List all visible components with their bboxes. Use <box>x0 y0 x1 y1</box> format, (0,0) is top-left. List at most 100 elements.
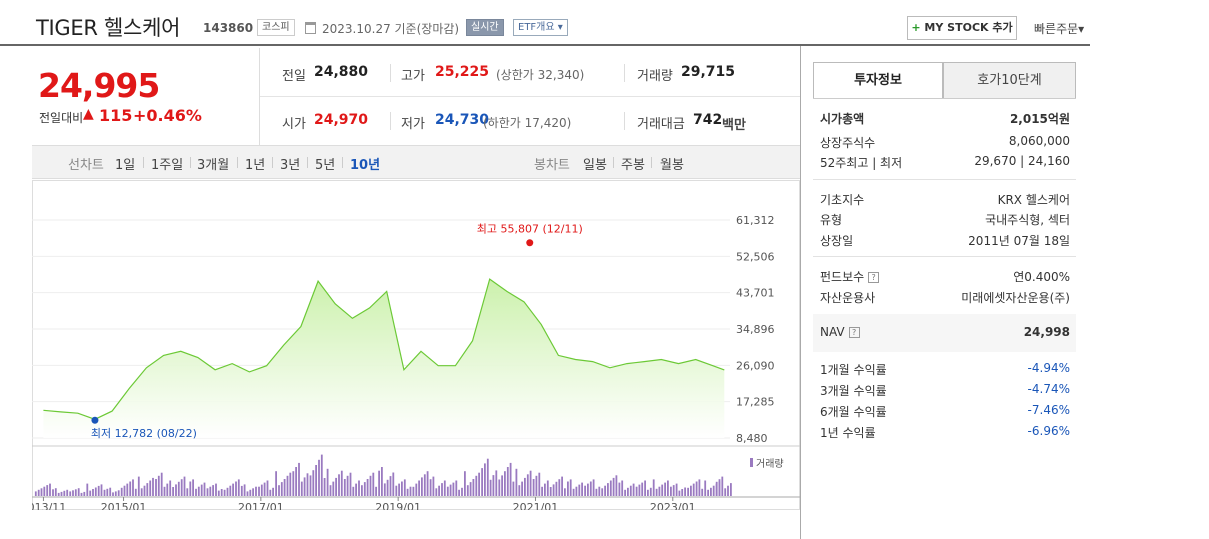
period-5years[interactable]: 5년 <box>315 158 336 173</box>
divider <box>624 112 625 130</box>
tab-order-book[interactable]: 호가10단계 <box>943 62 1076 99</box>
volume-bar <box>132 479 134 496</box>
volume-bar <box>641 482 644 496</box>
return-1y-label: 1년 수익률 <box>820 426 876 440</box>
volume-bar <box>661 484 664 496</box>
volume-bar <box>658 486 661 496</box>
volume-bar <box>690 485 692 496</box>
volume-bar <box>452 482 455 496</box>
volume-bar <box>235 481 237 496</box>
help-icon[interactable]: ? <box>848 327 860 338</box>
volume-bar <box>369 475 372 496</box>
volume-bar <box>707 489 709 496</box>
period-1day[interactable]: 1일 <box>115 158 136 173</box>
volume-bar <box>710 487 712 496</box>
etf-summary-dropdown[interactable]: ETF개요 ▾ <box>513 19 568 36</box>
volume-bar <box>255 486 257 496</box>
nav-value: 24,998 <box>1023 325 1070 339</box>
volume-bar <box>621 480 624 496</box>
volume-bar <box>180 479 183 496</box>
x-tick-label: 2023/01 <box>650 501 696 510</box>
volume-bar <box>687 487 689 496</box>
volume-bar <box>157 475 160 496</box>
volume-bar <box>567 481 569 496</box>
volume-bar <box>189 481 192 496</box>
x-tick-label: 2017/01 <box>238 501 284 510</box>
volume-bar <box>629 485 632 496</box>
return-1y-value: -6.96% <box>1027 424 1070 438</box>
volume-bar <box>718 479 721 496</box>
candle-monthly[interactable]: 월봉 <box>660 158 684 173</box>
volume-bar <box>152 477 154 496</box>
line-chart-label: 선차트 <box>68 158 104 173</box>
volume-bar <box>712 485 715 496</box>
tab-investment-info[interactable]: 투자정보 <box>813 62 943 99</box>
volume-bar <box>730 483 732 496</box>
volume-bar <box>49 483 51 496</box>
asset-manager-label: 자산운용사 <box>820 291 876 305</box>
shares-label: 상장주식수 <box>820 136 876 150</box>
volume-bar <box>378 470 380 496</box>
divider <box>190 157 191 168</box>
volume-bar <box>632 483 635 496</box>
volume-bar <box>106 488 109 496</box>
period-1week[interactable]: 1주일 <box>151 158 184 173</box>
calendar-icon <box>305 22 316 34</box>
add-my-stock-button[interactable]: + MY STOCK 추가 <box>907 16 1017 40</box>
volume-bar <box>498 479 501 496</box>
volume-bar <box>129 481 132 496</box>
shares-value: 8,060,000 <box>1008 134 1070 148</box>
nav-row <box>813 314 1076 352</box>
x-tick-label: 2015/01 <box>101 501 147 510</box>
volume-bar <box>486 458 489 496</box>
volume-bar <box>449 484 452 496</box>
volume-bar <box>443 480 446 496</box>
volume-bar <box>481 468 483 496</box>
volume-bar <box>406 488 409 496</box>
period-10years[interactable]: 10년 <box>350 158 381 173</box>
volume-bar <box>60 491 63 496</box>
period-1year[interactable]: 1년 <box>245 158 266 173</box>
price-area <box>43 279 725 438</box>
period-3years[interactable]: 3년 <box>280 158 301 173</box>
volume-bar <box>415 483 418 496</box>
volume-bar <box>418 480 420 496</box>
divider <box>342 157 343 168</box>
volume-bar <box>469 482 472 496</box>
volume-bar <box>175 484 177 496</box>
volume-bar <box>340 470 343 496</box>
divider <box>651 157 652 168</box>
volume-bar <box>695 481 698 496</box>
volume-bar <box>69 491 72 496</box>
volume-legend: 거래량 <box>756 458 784 470</box>
volume-bar <box>140 488 143 496</box>
volume-bar <box>472 479 475 496</box>
volume-bar <box>212 485 214 496</box>
open-label: 시가 <box>282 117 306 132</box>
quick-order-dropdown[interactable]: 빠른주문▾ <box>1034 22 1085 36</box>
volume-bar <box>495 470 498 496</box>
volume-bar <box>598 486 601 496</box>
volume-bar <box>223 489 226 496</box>
x-tick-label: 2013/11 <box>32 501 66 510</box>
candle-chart-label: 봉차트 <box>534 158 570 173</box>
return-1m-label: 1개월 수익률 <box>820 363 887 377</box>
price-chart[interactable]: 61,312 52,506 43,701 34,896 26,090 17,285 8,48… <box>32 180 800 510</box>
candle-daily[interactable]: 일봉 <box>583 158 607 173</box>
candle-weekly[interactable]: 주봉 <box>621 158 645 173</box>
divider <box>143 157 144 168</box>
period-3months[interactable]: 3개월 <box>197 158 230 173</box>
realtime-button[interactable]: 실시간 <box>466 19 504 36</box>
chart-background <box>32 180 800 510</box>
volume-bar <box>647 489 649 496</box>
volume-bar <box>395 485 398 496</box>
volume-bar <box>589 481 592 496</box>
volume-bar <box>126 483 129 496</box>
volume-bar <box>409 486 412 496</box>
volume-bar <box>275 471 277 496</box>
volume-bar <box>232 483 234 496</box>
volume-bar <box>675 483 678 496</box>
x-tick-label: 2019/01 <box>375 501 421 510</box>
volume-bar <box>426 471 429 496</box>
help-icon[interactable]: ? <box>868 272 880 283</box>
